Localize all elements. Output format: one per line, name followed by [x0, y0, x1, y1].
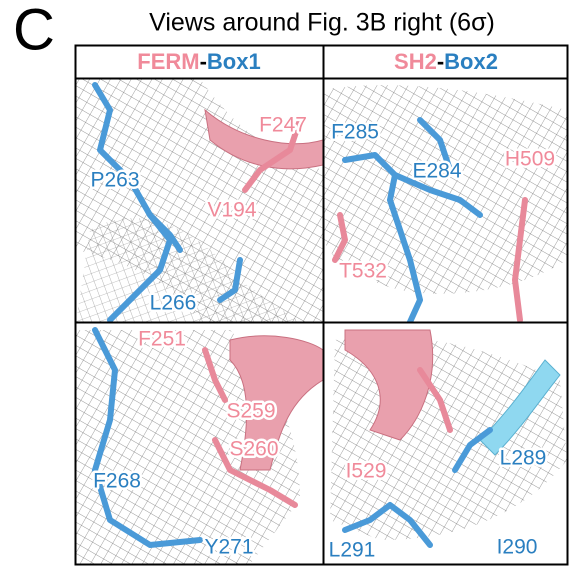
residue-label: S260	[229, 438, 278, 461]
residue-label: V194	[207, 199, 256, 222]
residue-label: L266	[150, 292, 197, 315]
panel-letter: C	[13, 0, 55, 62]
figure-panel: C Views around Fig. 3B right (6σ)	[0, 0, 574, 568]
figure-title: Views around Fig. 3B right (6σ)	[149, 9, 495, 37]
residue-label: T532	[339, 260, 387, 283]
residue-label: L289	[500, 447, 547, 470]
residue-label: I529	[346, 460, 387, 483]
header-separator: -	[200, 49, 207, 74]
residue-label: F251	[138, 328, 186, 351]
column-header: FERM-Box1	[137, 49, 260, 74]
residue-label: L291	[329, 539, 376, 562]
residue-label: F285	[331, 121, 379, 144]
residue-label: S259	[226, 400, 275, 423]
residue-label: F247	[259, 114, 307, 137]
density-view	[330, 330, 567, 545]
residue-label: P263	[90, 169, 139, 192]
residue-label: H509	[505, 148, 555, 171]
header-part: Box2	[444, 49, 498, 74]
header-part: FERM	[137, 49, 199, 74]
column-header: SH2-Box2	[394, 49, 498, 74]
residue-label: Y271	[204, 536, 253, 559]
header-part: Box1	[207, 49, 261, 74]
residue-label: F268	[93, 470, 141, 493]
header-part: SH2	[394, 49, 437, 74]
residue-label: I290	[497, 536, 538, 559]
header-separator: -	[437, 49, 444, 74]
residue-label: E284	[412, 160, 461, 183]
density-view	[76, 330, 323, 564]
